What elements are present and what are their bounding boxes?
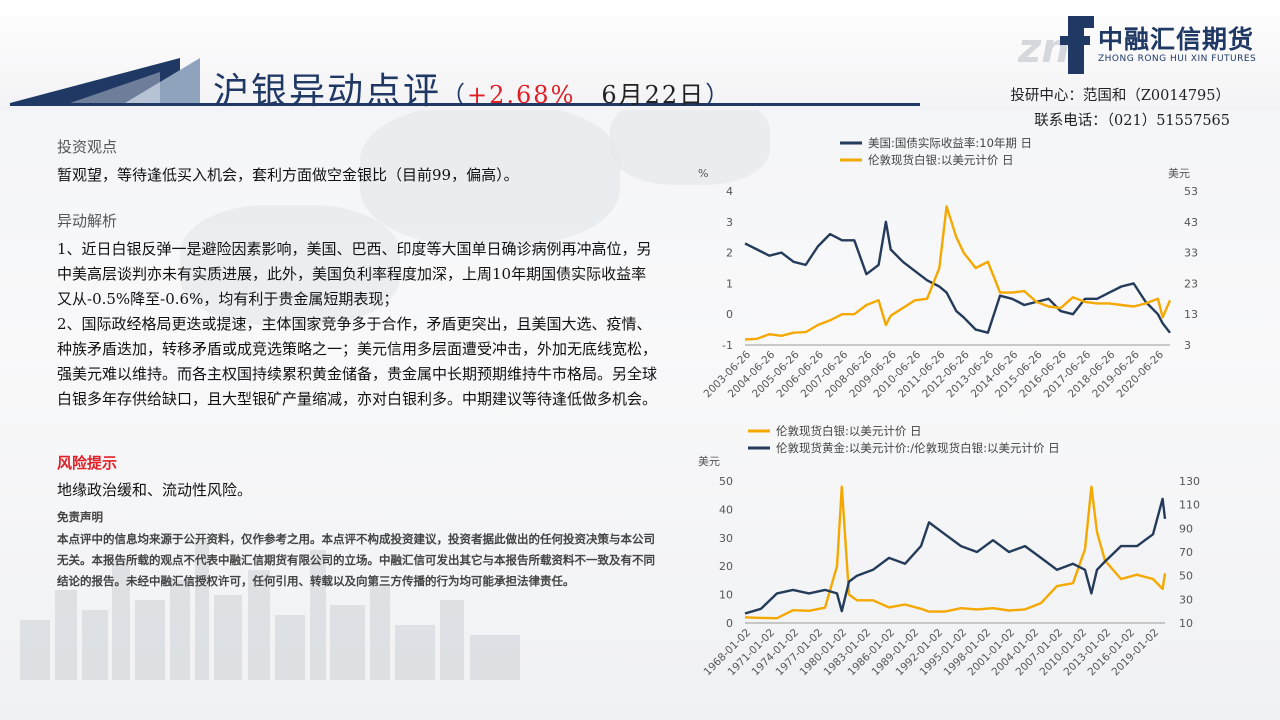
title-close-paren: ） bbox=[705, 81, 732, 109]
page-title: 沪银异动点评（+2.68% 6月22日） bbox=[213, 62, 731, 114]
y-left-tick-label: 10 bbox=[719, 589, 733, 602]
logo-subtitle: ZHONG RONG HUI XIN FUTURES bbox=[1098, 54, 1257, 64]
series-line-1 bbox=[744, 220, 1171, 334]
legend-label: 伦敦现货白银:以美元计价 日 bbox=[776, 424, 922, 438]
y-right-tick-label: 90 bbox=[1179, 522, 1193, 535]
y-right-tick-label: 13 bbox=[1184, 308, 1198, 321]
title-open-paren: （ bbox=[441, 81, 468, 109]
disclaimer-text: 本点评中的信息均来源于公开资料，仅作参考之用。本点评不构成投资建议，投资者据此做… bbox=[57, 532, 655, 588]
axis-unit-left: 美元 bbox=[698, 455, 720, 468]
y-left-tick-label: 30 bbox=[719, 532, 733, 545]
analysis-paragraph-2: 2、国际政经格局更迭或提速，主体国家竞争多于合作，矛盾更突出，且美国大选、疫情、… bbox=[57, 315, 658, 408]
header-band bbox=[0, 0, 1280, 110]
view-text: 暂观望，等待逢低买入机会，套利方面做空金银比（目前99，偏高）。 bbox=[57, 166, 519, 184]
svg-text:zn: zn bbox=[1017, 26, 1070, 72]
y-right-tick-label: 3 bbox=[1184, 339, 1191, 352]
y-left-tick-label: 20 bbox=[719, 560, 733, 573]
y-right-tick-label: 43 bbox=[1184, 216, 1198, 229]
y-left-tick-label: 50 bbox=[719, 475, 733, 488]
contact-line-researcher: 投研中心：范国和（Z0014795） bbox=[1010, 88, 1230, 104]
analysis-heading: 异动解析 bbox=[57, 212, 118, 230]
title-decoration bbox=[10, 58, 200, 103]
y-left-tick-label: 2 bbox=[726, 247, 733, 260]
view-heading: 投资观点 bbox=[57, 138, 118, 156]
legend-label: 伦敦现货黄金:以美元计价:/伦敦现货白银:以美元计价 日 bbox=[776, 441, 1060, 455]
analysis-paragraph-1: 1、近日白银反弹一是避险因素影响，美国、巴西、印度等大国单日确诊病例再冲高位，另… bbox=[57, 240, 652, 308]
logo-name: 中融汇信期货 bbox=[1098, 25, 1255, 54]
axis-unit-right: 美元 bbox=[1168, 167, 1190, 180]
risk-heading: 风险提示 bbox=[57, 454, 118, 472]
y-left-tick-label: 3 bbox=[726, 216, 733, 229]
contact-line-phone: 联系电话：（021）51557565 bbox=[1034, 113, 1230, 129]
series-line-2 bbox=[744, 205, 1172, 341]
y-right-tick-label: 30 bbox=[1179, 593, 1193, 606]
commentary-column: 投资观点 暂观望，等待逢低买入机会，套利方面做空金银比（目前99，偏高）。 异动… bbox=[57, 136, 657, 592]
series-line-2 bbox=[744, 497, 1167, 615]
background-world-map bbox=[0, 95, 1280, 720]
legend-label: 美国:国债实际收益率:10年期 日 bbox=[868, 136, 1032, 150]
title-main: 沪银异动点评 bbox=[213, 71, 442, 112]
y-left-tick-label: 1 bbox=[726, 277, 733, 290]
risk-text: 地缘政治缓和、流动性风险。 bbox=[57, 481, 253, 499]
y-right-tick-label: 10 bbox=[1179, 617, 1193, 630]
disclaimer-heading: 免责声明 bbox=[57, 510, 103, 524]
company-logo: zn bbox=[1017, 16, 1094, 74]
title-change: +2.68% bbox=[467, 81, 576, 109]
title-date: 6月22日 bbox=[601, 81, 706, 109]
silver-and-gold-silver-ratio-chart: 伦敦现货白银:以美元计价 日伦敦现货黄金:以美元计价:/伦敦现货白银:以美元计价… bbox=[698, 424, 1200, 678]
map-continent bbox=[180, 205, 400, 325]
y-left-tick-label: 0 bbox=[726, 617, 733, 630]
y-right-tick-label: 110 bbox=[1179, 499, 1200, 512]
city-skyline-graphic bbox=[20, 540, 520, 680]
y-left-tick-label: 4 bbox=[726, 185, 733, 198]
y-left-tick-label: 40 bbox=[719, 503, 733, 516]
title-underline bbox=[10, 103, 920, 106]
y-right-tick-label: 130 bbox=[1179, 475, 1200, 488]
contact-block: 投研中心：范国和（Z0014795） 联系电话：（021）51557565 bbox=[1010, 84, 1230, 134]
map-continent bbox=[610, 95, 770, 185]
legend-label: 伦敦现货白银:以美元计价 日 bbox=[868, 153, 1014, 167]
series-line-1 bbox=[744, 485, 1167, 620]
map-continent bbox=[360, 105, 620, 245]
y-right-tick-label: 23 bbox=[1184, 277, 1198, 290]
y-right-tick-label: 53 bbox=[1184, 185, 1198, 198]
axis-unit-left: % bbox=[698, 167, 708, 180]
y-left-tick-label: 0 bbox=[726, 308, 733, 321]
y-left-tick-label: -1 bbox=[722, 339, 733, 352]
y-right-tick-label: 50 bbox=[1179, 570, 1193, 583]
y-right-tick-label: 33 bbox=[1184, 247, 1198, 260]
y-right-tick-label: 70 bbox=[1179, 546, 1193, 559]
